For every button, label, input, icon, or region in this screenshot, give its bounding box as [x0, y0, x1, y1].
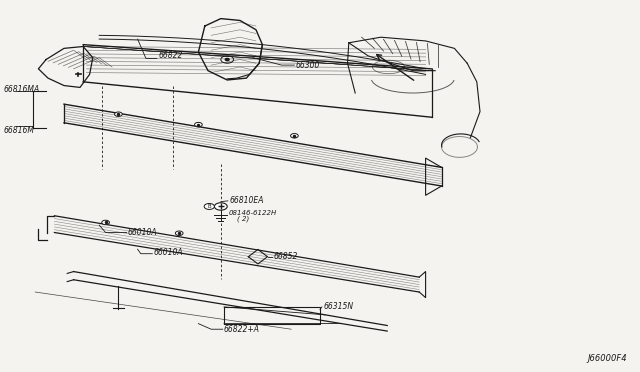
- Text: B: B: [207, 204, 211, 209]
- Circle shape: [204, 203, 214, 209]
- Circle shape: [115, 112, 122, 116]
- Circle shape: [225, 58, 229, 61]
- Circle shape: [195, 122, 202, 127]
- Text: 66816MA: 66816MA: [3, 85, 40, 94]
- Circle shape: [102, 220, 109, 225]
- Text: 66010A: 66010A: [128, 228, 157, 237]
- Text: 66810EA: 66810EA: [229, 196, 264, 205]
- Circle shape: [291, 134, 298, 138]
- Circle shape: [175, 231, 183, 235]
- Text: 66816M: 66816M: [3, 126, 34, 135]
- Text: 66315N: 66315N: [323, 302, 353, 311]
- Text: 66010A: 66010A: [154, 248, 183, 257]
- Text: 66822: 66822: [158, 51, 182, 60]
- Text: 66300: 66300: [296, 61, 320, 70]
- Text: J66000F4: J66000F4: [588, 354, 627, 363]
- Text: 08146-6122H: 08146-6122H: [228, 210, 276, 216]
- Text: 66852: 66852: [273, 252, 298, 261]
- Text: ( 2): ( 2): [237, 215, 249, 222]
- Text: 66822+A: 66822+A: [224, 325, 260, 334]
- Circle shape: [214, 203, 227, 210]
